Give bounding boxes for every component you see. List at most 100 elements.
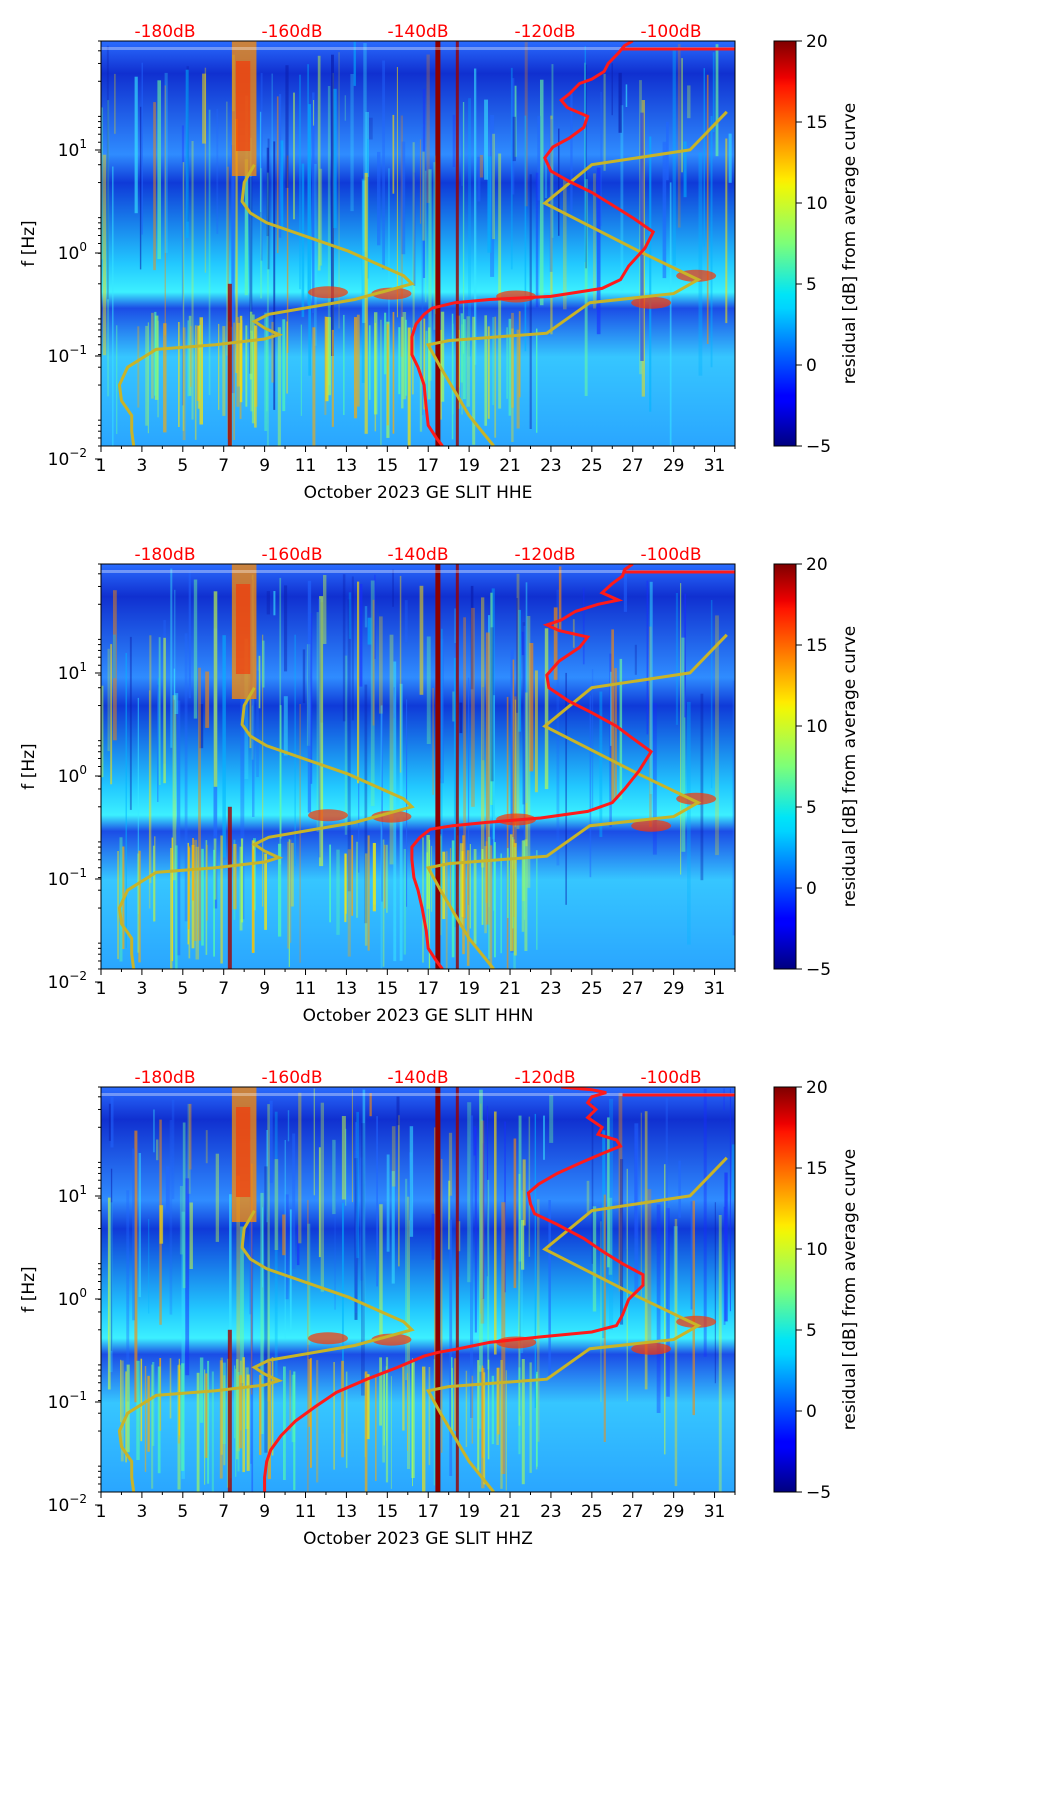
heatmap-streak <box>101 685 104 778</box>
heatmap-streak <box>498 153 502 409</box>
heatmap-streak <box>202 73 206 144</box>
heatmap-lowfreq-streak <box>154 836 156 922</box>
x-tick-label: 11 <box>295 979 317 999</box>
y-tick-label: 10−2 <box>48 446 87 470</box>
heatmap-streak <box>543 1115 545 1160</box>
heatmap-streak <box>260 72 263 261</box>
heatmap-lowfreq-streak <box>197 325 200 409</box>
top-db-label: -180dB <box>134 1068 195 1088</box>
heatmap-streak <box>112 166 114 446</box>
heatmap-streak <box>521 1220 525 1270</box>
heatmap-streak <box>592 1206 597 1312</box>
heatmap-lowfreq-streak <box>500 853 502 954</box>
heatmap-streak <box>231 145 235 394</box>
heatmap-streak <box>618 72 622 133</box>
heatmap-lowfreq-streak <box>154 311 157 396</box>
heatmap-streak <box>171 1099 175 1200</box>
heatmap-streak <box>640 112 644 361</box>
heatmap-streak <box>409 1126 414 1237</box>
heatmap-streak <box>109 1202 113 1373</box>
heatmap-streak <box>332 1139 336 1215</box>
heatmap-lowfreq-streak <box>287 841 290 949</box>
heatmap-lowfreq-streak <box>238 1375 242 1449</box>
top-db-label: -140dB <box>387 22 448 42</box>
heatmap-lowfreq-streak <box>324 316 327 415</box>
heatmap-lowfreq-streak <box>175 845 178 969</box>
heatmap-streak <box>251 1220 254 1492</box>
heatmap-lowfreq-streak <box>289 1370 291 1432</box>
heatmap-streak <box>626 1168 628 1402</box>
heatmap-lowfreq-streak <box>259 1374 262 1455</box>
heatmap-lowfreq-streak <box>290 842 294 907</box>
heatmap-streak <box>585 64 587 269</box>
heatmap-streak <box>467 1102 472 1283</box>
heatmap-lowfreq-streak <box>194 325 197 440</box>
heatmap-lowfreq-streak <box>157 320 159 418</box>
heatmap-streak <box>287 1110 290 1142</box>
heatmap-streak <box>431 1213 435 1260</box>
heatmap-lowfreq-streak <box>407 1373 408 1451</box>
heatmap-lowfreq-streak <box>385 1357 389 1483</box>
heatmap-lowfreq-streak <box>171 837 174 962</box>
heatmap-streak <box>110 1168 113 1351</box>
heatmap-streak <box>308 104 311 376</box>
heatmap-streak <box>680 583 682 875</box>
heatmap-streak <box>511 78 515 195</box>
heatmap-lowfreq-streak <box>250 330 254 412</box>
heatmap-lowfreq-streak <box>333 1362 335 1470</box>
heatmap-streak <box>433 162 436 330</box>
heatmap-streak <box>331 54 334 356</box>
top-db-label: -120dB <box>514 1068 575 1088</box>
heatmap-streak <box>672 48 676 266</box>
heatmap-lowfreq-streak <box>245 325 248 407</box>
heatmap-streak <box>558 566 562 632</box>
heatmap-streak <box>412 142 415 360</box>
colorbar-tick-label: 20 <box>806 32 828 52</box>
heatmap-hotspot <box>308 1332 349 1345</box>
heatmap-lowfreq-streak <box>239 315 243 403</box>
y-axis-label: f [Hz] <box>19 220 39 266</box>
y-tick-label: 101 <box>58 1183 87 1207</box>
heatmap-streak <box>182 162 185 431</box>
heatmap-streak <box>312 92 315 314</box>
heatmap-streak <box>715 44 719 157</box>
heatmap-streak <box>101 107 103 260</box>
heatmap-streak <box>603 1194 606 1442</box>
heatmap-streak <box>176 700 181 956</box>
heatmap-streak <box>690 1201 693 1310</box>
heatmap-streak <box>372 599 375 726</box>
heatmap-streak <box>138 1153 141 1298</box>
heatmap-lowfreq-streak <box>282 319 286 412</box>
heatmap-lowfreq-streak <box>264 312 268 431</box>
heatmap-spike <box>227 806 232 969</box>
heatmap-streak <box>514 85 517 157</box>
colorbar-tick-label: −5 <box>806 960 831 980</box>
y-tick-label: 10−1 <box>48 1389 87 1413</box>
heatmap-lowfreq-streak <box>364 853 368 946</box>
heatmap-streak <box>364 684 368 924</box>
heatmap-lowfreq-streak <box>461 851 464 917</box>
heatmap-streak <box>457 1221 461 1252</box>
heatmap-lowfreq-streak <box>451 1367 453 1431</box>
heatmap-streak <box>314 163 317 346</box>
heatmap-streak <box>570 92 573 214</box>
heatmap-streak <box>165 1166 170 1212</box>
colorbar-tick-label: 0 <box>806 356 817 376</box>
average-curve <box>410 564 654 969</box>
heatmap-lowfreq-streak <box>536 328 538 433</box>
heatmap-streak <box>283 696 288 756</box>
heatmap-streak <box>341 1116 346 1200</box>
heatmap-streak <box>113 590 117 741</box>
heatmap-lowfreq-streak <box>536 1371 538 1467</box>
heatmap-streak <box>593 173 596 309</box>
heatmap-lowfreq-streak <box>199 1357 204 1423</box>
heatmap-streak <box>461 121 463 186</box>
x-tick-label: 17 <box>417 456 439 476</box>
heatmap-lowfreq-streak <box>364 1371 368 1492</box>
heatmap-streak <box>454 608 457 643</box>
heatmap-lowfreq-streak <box>510 834 513 952</box>
heatmap-streak <box>317 55 321 271</box>
heatmap-streak <box>565 672 567 905</box>
